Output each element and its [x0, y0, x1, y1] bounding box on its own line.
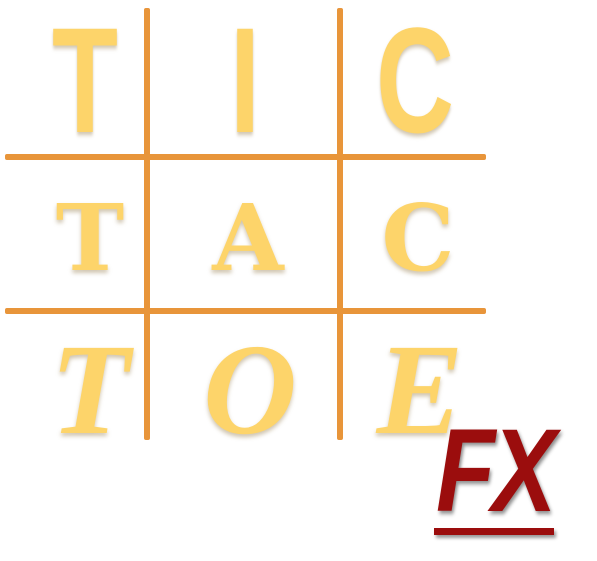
cell-row3-col3-letter: E — [376, 318, 464, 462]
grid-vertical-line-right — [337, 8, 343, 440]
cell-row2-col1-letter: T — [55, 184, 125, 292]
fx-badge-text: FX — [436, 405, 556, 537]
cell-row2-col2-letter: A — [212, 184, 284, 292]
cell-row1-col3-letter: C — [375, 0, 454, 164]
cell-row3-col1-letter: T — [50, 318, 130, 462]
cell-row1-col1-letter: T — [52, 0, 118, 164]
cell-row2-col3-letter: C — [381, 184, 455, 292]
grid-horizontal-line-bottom — [5, 308, 486, 314]
grid-horizontal-line-top — [5, 154, 486, 160]
cell-row3-col2-letter: O — [203, 318, 297, 462]
cell-row1-col2-letter: I — [229, 0, 261, 164]
fx-badge-underline — [434, 528, 554, 535]
fx-badge: FX — [430, 412, 590, 552]
grid-vertical-line-left — [144, 8, 150, 440]
